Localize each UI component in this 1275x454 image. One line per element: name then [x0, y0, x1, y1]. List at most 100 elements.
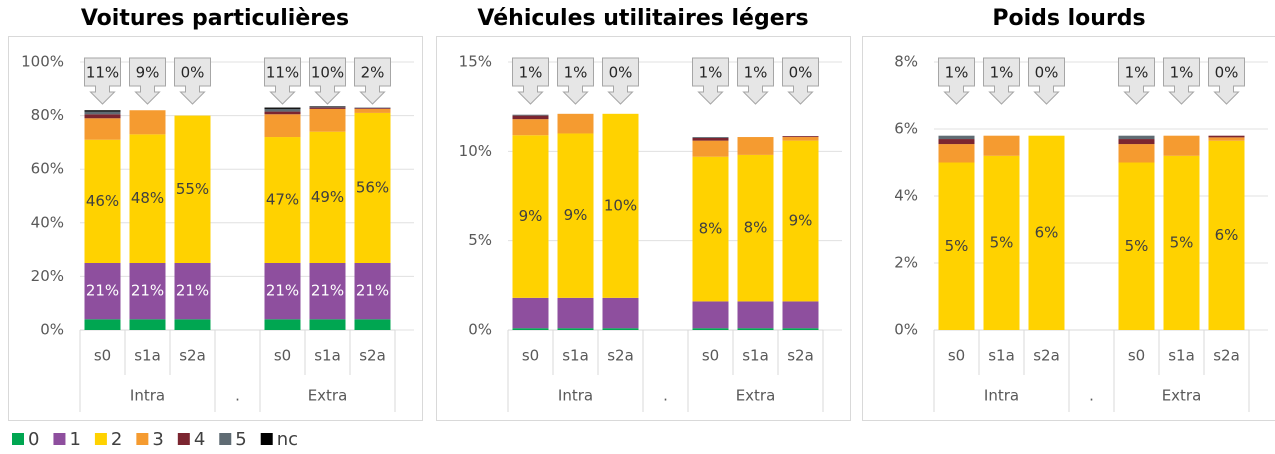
- bar-segment: [84, 114, 121, 119]
- bar-segment: [512, 119, 549, 136]
- bar-segment: [129, 134, 166, 263]
- bar-segment: [557, 297, 594, 329]
- callout-label: 1%: [564, 64, 588, 82]
- bar-segment: [354, 108, 391, 109]
- bar-segment: [84, 110, 121, 112]
- callout: [512, 57, 549, 105]
- callout: [1118, 57, 1155, 105]
- bar-segment: [174, 115, 211, 263]
- y-tick-label: 10%: [459, 142, 492, 160]
- bar-segment: [1163, 155, 1200, 330]
- legend-swatch: [219, 433, 232, 445]
- bar-segment: [938, 135, 975, 140]
- chart-title: Voitures particulières: [81, 6, 349, 31]
- bar-segment: [782, 136, 819, 138]
- bar-segment: [557, 328, 594, 330]
- group-label: Extra: [1162, 387, 1202, 405]
- chart-panel: Voitures particulières 0% 20% 40% 60% 80% 100%…: [8, 6, 423, 421]
- x-tick-label: s1a: [988, 347, 1015, 365]
- bar-segment: [354, 108, 391, 113]
- bar-segment: [354, 112, 391, 263]
- x-tick-label: s2a: [1033, 347, 1060, 365]
- chart-panel: Véhicules utilitaires légers 0% 5% 10% 15% s0…: [436, 6, 851, 421]
- chart-title: Véhicules utilitaires légers: [477, 6, 808, 31]
- group-label: Extra: [736, 387, 776, 405]
- group-label: Intra: [130, 387, 165, 405]
- legend-label: 1: [69, 429, 80, 450]
- legend-label: 4: [194, 429, 205, 450]
- y-tick-label: 2%: [894, 254, 918, 272]
- data-label: 9%: [564, 206, 588, 224]
- callout-label: 0%: [1215, 64, 1239, 82]
- data-label: 21%: [176, 282, 209, 300]
- data-label: 8%: [744, 219, 768, 237]
- bar-segment: [512, 135, 549, 298]
- bar-segment: [1208, 137, 1245, 141]
- callout: [1163, 57, 1200, 105]
- y-tick-label: 80%: [31, 106, 64, 124]
- callout: [737, 57, 774, 105]
- legend-label: 3: [152, 429, 163, 450]
- x-tick-label: s2a: [1213, 347, 1240, 365]
- callout: [309, 57, 346, 105]
- data-label: 48%: [131, 189, 164, 207]
- data-label: 6%: [1215, 226, 1239, 244]
- x-tick-label: s2a: [607, 347, 634, 365]
- bar-segment: [692, 156, 729, 302]
- y-tick-label: 0%: [40, 321, 64, 339]
- legend-swatch: [260, 433, 273, 445]
- callout-label: 1%: [945, 64, 969, 82]
- bar-segment: [309, 319, 346, 330]
- y-tick-label: 0%: [468, 321, 492, 339]
- y-tick-label: 100%: [21, 53, 64, 71]
- legend-swatch: [177, 433, 190, 445]
- bar-segment: [84, 263, 121, 320]
- data-label: 47%: [266, 191, 299, 209]
- bar-segment: [1118, 139, 1155, 145]
- data-label: 21%: [131, 282, 164, 300]
- callout-label: 1%: [990, 64, 1014, 82]
- callout-label: 0%: [609, 64, 633, 82]
- legend-swatch: [53, 433, 66, 445]
- data-label: 5%: [990, 233, 1014, 251]
- bar-segment: [309, 107, 346, 109]
- x-tick-label: s1a: [134, 347, 161, 365]
- bar-segment: [309, 263, 346, 320]
- legend-swatch: [136, 433, 149, 445]
- data-label: 8%: [699, 220, 723, 238]
- bar-segment: [983, 155, 1020, 330]
- data-label: 56%: [356, 178, 389, 196]
- bar-segment: [264, 111, 301, 115]
- bar-segment: [737, 137, 774, 155]
- data-label: 21%: [266, 282, 299, 300]
- bar-segment: [354, 107, 391, 109]
- callout: [602, 57, 639, 105]
- data-label: 10%: [604, 196, 637, 214]
- chart-title: Poids lourds: [992, 6, 1145, 31]
- bar-segment: [1118, 135, 1155, 140]
- callout: [1208, 57, 1245, 105]
- bar-segment: [512, 328, 549, 330]
- bar-segment: [692, 137, 729, 138]
- bar-segment: [782, 328, 819, 330]
- y-tick-label: 0%: [894, 321, 918, 339]
- x-tick-label: s0: [522, 347, 539, 365]
- x-tick-label: s0: [274, 347, 291, 365]
- y-tick-label: 8%: [894, 53, 918, 71]
- group-label: Intra: [558, 387, 593, 405]
- y-tick-label: 60%: [31, 160, 64, 178]
- bar-segment: [309, 131, 346, 263]
- data-label: 21%: [311, 282, 344, 300]
- callout-label: 1%: [519, 64, 543, 82]
- bar-segment: [1118, 144, 1155, 163]
- legend-label: nc: [277, 429, 298, 450]
- bar-segment: [692, 328, 729, 330]
- bar-segment: [84, 139, 121, 263]
- bar-segment: [602, 297, 639, 329]
- bar-segment: [129, 263, 166, 320]
- callout-label: 0%: [789, 64, 813, 82]
- callout: [983, 57, 1020, 105]
- data-label: 9%: [519, 207, 543, 225]
- bar-segment: [84, 319, 121, 330]
- bar-segment: [737, 301, 774, 329]
